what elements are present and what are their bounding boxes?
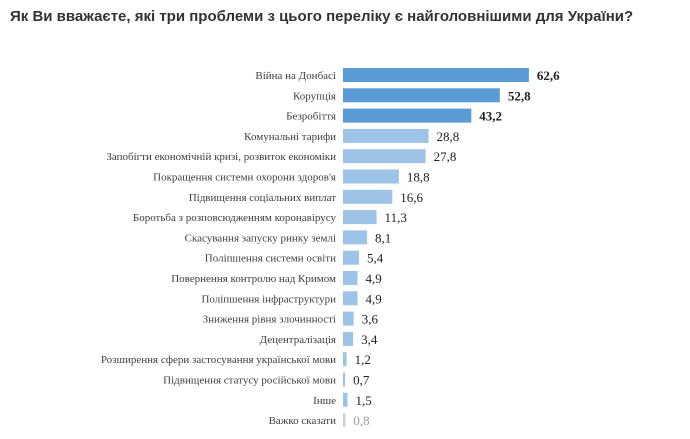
value-label: 28,8 bbox=[437, 129, 460, 144]
category-label: Розширення сфери застосування українсько… bbox=[101, 354, 336, 366]
bar bbox=[343, 372, 346, 387]
category-label: Важко сказати bbox=[269, 415, 337, 427]
chart-title: Як Ви вважаєте, які три проблеми з цього… bbox=[10, 8, 634, 25]
bar bbox=[343, 189, 393, 204]
bar bbox=[343, 311, 354, 326]
category-label: Боротьба з розповсюдженням коронавірусу bbox=[133, 212, 337, 224]
category-label: Війна на Донбасі bbox=[255, 70, 336, 82]
value-label: 4,9 bbox=[366, 271, 382, 286]
bar bbox=[343, 68, 529, 82]
value-label: 0,7 bbox=[353, 373, 370, 388]
value-label: 3,4 bbox=[361, 332, 378, 347]
bar bbox=[343, 352, 347, 367]
value-label: 43,2 bbox=[479, 109, 502, 124]
category-label: Поліпшення інфраструктури bbox=[201, 293, 336, 305]
value-label: 16,6 bbox=[400, 190, 423, 205]
category-label: Децентралізація bbox=[260, 334, 336, 346]
category-label: Повернення контролю над Кримом bbox=[171, 273, 336, 285]
bar bbox=[343, 392, 348, 407]
value-label: 1,2 bbox=[355, 352, 371, 367]
category-label: Підвищення соціальних виплат bbox=[189, 192, 337, 204]
category-label: Зниження рівня злочинності bbox=[203, 314, 336, 326]
bar bbox=[343, 271, 358, 285]
bar bbox=[343, 210, 377, 225]
category-label: Корупція bbox=[293, 90, 336, 102]
value-label: 4,9 bbox=[366, 291, 382, 306]
category-label: Поліпшення системи освіти bbox=[205, 253, 336, 265]
value-label: 1,5 bbox=[355, 393, 371, 408]
value-label: 8,1 bbox=[375, 230, 391, 245]
bar bbox=[343, 413, 346, 428]
value-label: 62,6 bbox=[537, 68, 560, 83]
value-label: 18,8 bbox=[407, 170, 430, 185]
bar bbox=[343, 149, 426, 164]
bar bbox=[343, 230, 368, 245]
bar bbox=[343, 331, 354, 346]
value-label: 27,8 bbox=[434, 149, 457, 164]
bar bbox=[343, 128, 429, 143]
category-label: Підвищення статусу російської мови bbox=[163, 375, 336, 387]
bar bbox=[343, 291, 358, 306]
value-label: 11,3 bbox=[385, 210, 407, 225]
bar bbox=[343, 88, 500, 103]
category-label: Безробіття bbox=[286, 111, 336, 123]
category-label: Покращення системи охорони здоров'я bbox=[153, 172, 336, 184]
category-label: Скасування запуску ринку землі bbox=[185, 232, 336, 244]
bar bbox=[343, 108, 472, 123]
bar bbox=[343, 169, 399, 184]
value-label: 3,6 bbox=[362, 312, 379, 327]
category-label: Інше bbox=[313, 395, 336, 407]
category-label: Запобігти економічній кризі, розвиток ек… bbox=[106, 151, 336, 163]
bar bbox=[343, 250, 360, 265]
value-label: 5,4 bbox=[367, 251, 384, 266]
value-label: 52,8 bbox=[508, 88, 531, 103]
category-label: Комунальні тарифи bbox=[244, 131, 336, 143]
value-label: 0,8 bbox=[353, 413, 369, 428]
